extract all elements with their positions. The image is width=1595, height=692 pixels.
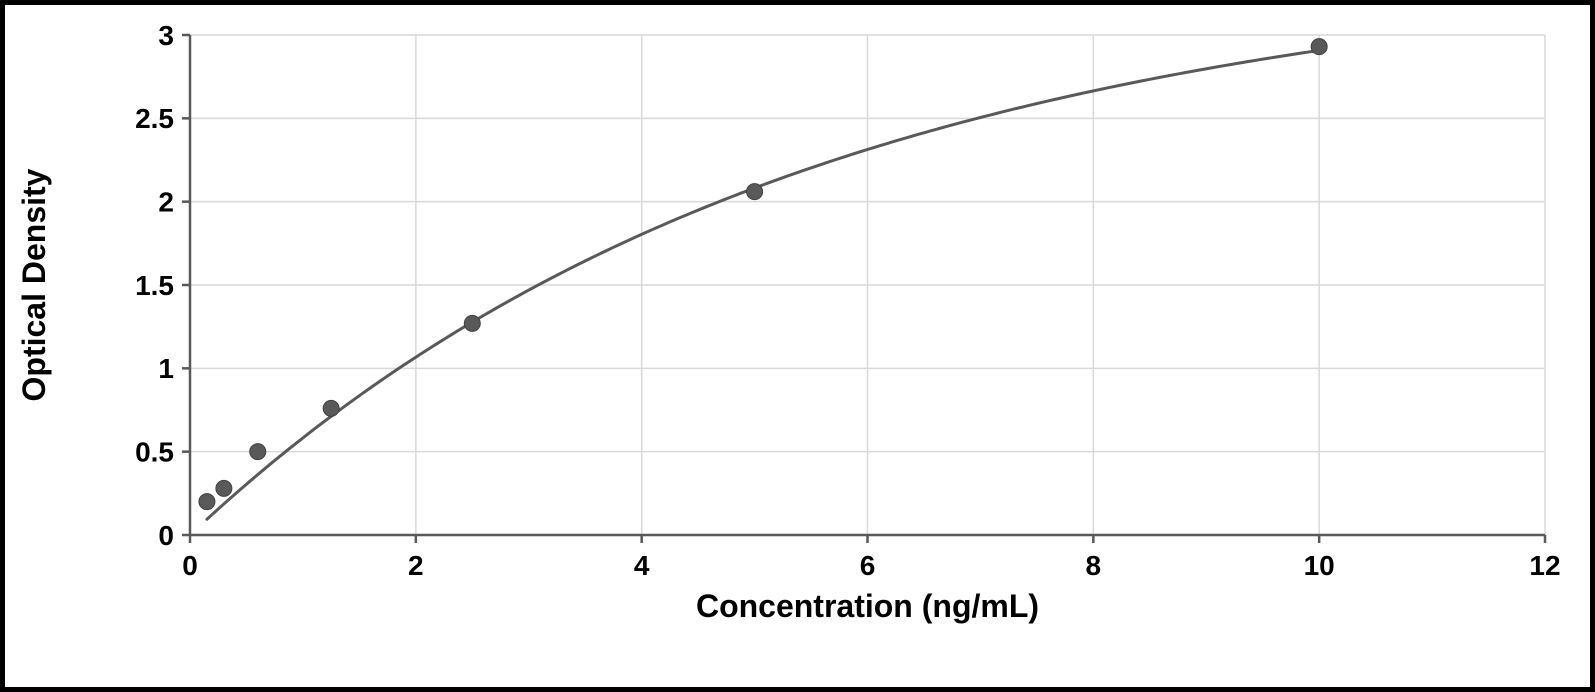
chart-svg: 0 2 4 6 8 10 12 0 0.5 1 1.5 2 2.5 3 Concentration (ng/…: [5, 5, 1590, 687]
data-point: [747, 184, 763, 200]
x-tick-label: 12: [1529, 550, 1560, 581]
x-tick-label: 8: [1086, 550, 1102, 581]
y-axis-title: Optical Density: [16, 168, 52, 401]
x-tick-label: 4: [634, 550, 650, 581]
data-point: [1311, 39, 1327, 55]
data-point: [250, 444, 266, 460]
y-tick-label: 0.5: [135, 436, 174, 467]
chart-frame: 0 2 4 6 8 10 12 0 0.5 1 1.5 2 2.5 3 Concentration (ng/…: [0, 0, 1595, 692]
data-point: [199, 494, 215, 510]
y-tick-label: 3: [158, 20, 174, 51]
data-point: [216, 480, 232, 496]
data-point: [323, 400, 339, 416]
y-tick-label: 1: [158, 353, 174, 384]
x-tick-label: 0: [182, 550, 198, 581]
y-tick-label: 0: [158, 520, 174, 551]
y-tick-label: 2: [158, 186, 174, 217]
x-tick-label: 10: [1304, 550, 1335, 581]
data-point: [464, 315, 480, 331]
y-tick-label: 1.5: [135, 270, 174, 301]
x-axis-title: Concentration (ng/mL): [696, 588, 1039, 624]
x-tick-label: 6: [860, 550, 876, 581]
x-tick-label: 2: [408, 550, 424, 581]
y-tick-label: 2.5: [135, 103, 174, 134]
